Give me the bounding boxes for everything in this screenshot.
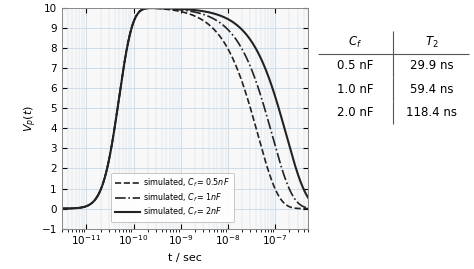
simulated, $C_f = 1nF$ — [243, 54, 248, 58]
Y-axis label: $V_p(t)$: $V_p(t)$ — [22, 105, 38, 132]
simulated, $C_f = 0.5nF$ — [207, 23, 212, 27]
simulated, $C_f = 2nF$ — [153, 6, 159, 10]
simulated, $C_f = 1nF$ — [148, 6, 154, 10]
simulated, $C_f = 2nF$ — [243, 32, 248, 35]
simulated, $C_f = 2nF$ — [150, 6, 155, 10]
simulated, $C_f = 0.5nF$ — [103, 170, 109, 173]
Line: simulated, $C_f = 1nF$: simulated, $C_f = 1nF$ — [62, 8, 308, 208]
simulated, $C_f = 2nF$ — [59, 207, 64, 210]
simulated, $C_f = 1nF$ — [305, 206, 311, 210]
simulated, $C_f = 2nF$ — [219, 15, 225, 18]
simulated, $C_f = 0.5nF$ — [219, 37, 225, 41]
Legend: simulated, $C_f = 0.5nF$, simulated, $C_f = 1nF$, simulated, $C_f = 2nF$: simulated, $C_f = 0.5nF$, simulated, $C_… — [111, 173, 234, 222]
simulated, $C_f = 1nF$ — [153, 6, 159, 10]
simulated, $C_f = 2nF$ — [207, 11, 212, 14]
simulated, $C_f = 2nF$ — [305, 196, 311, 199]
simulated, $C_f = 0.5nF$ — [305, 207, 311, 210]
simulated, $C_f = 0.5nF$ — [147, 6, 153, 10]
Line: simulated, $C_f = 0.5nF$: simulated, $C_f = 0.5nF$ — [62, 8, 308, 208]
simulated, $C_f = 1nF$ — [262, 106, 267, 109]
simulated, $C_f = 2nF$ — [262, 65, 267, 68]
simulated, $C_f = 2nF$ — [103, 170, 109, 173]
simulated, $C_f = 1nF$ — [207, 15, 212, 18]
simulated, $C_f = 0.5nF$ — [153, 7, 159, 10]
simulated, $C_f = 1nF$ — [59, 207, 64, 210]
simulated, $C_f = 0.5nF$ — [59, 207, 64, 210]
simulated, $C_f = 0.5nF$ — [243, 91, 248, 94]
simulated, $C_f = 0.5nF$ — [262, 156, 267, 159]
Line: simulated, $C_f = 2nF$: simulated, $C_f = 2nF$ — [62, 8, 308, 208]
simulated, $C_f = 1nF$ — [103, 170, 109, 173]
simulated, $C_f = 1nF$ — [219, 23, 225, 26]
X-axis label: t / sec: t / sec — [168, 253, 202, 263]
